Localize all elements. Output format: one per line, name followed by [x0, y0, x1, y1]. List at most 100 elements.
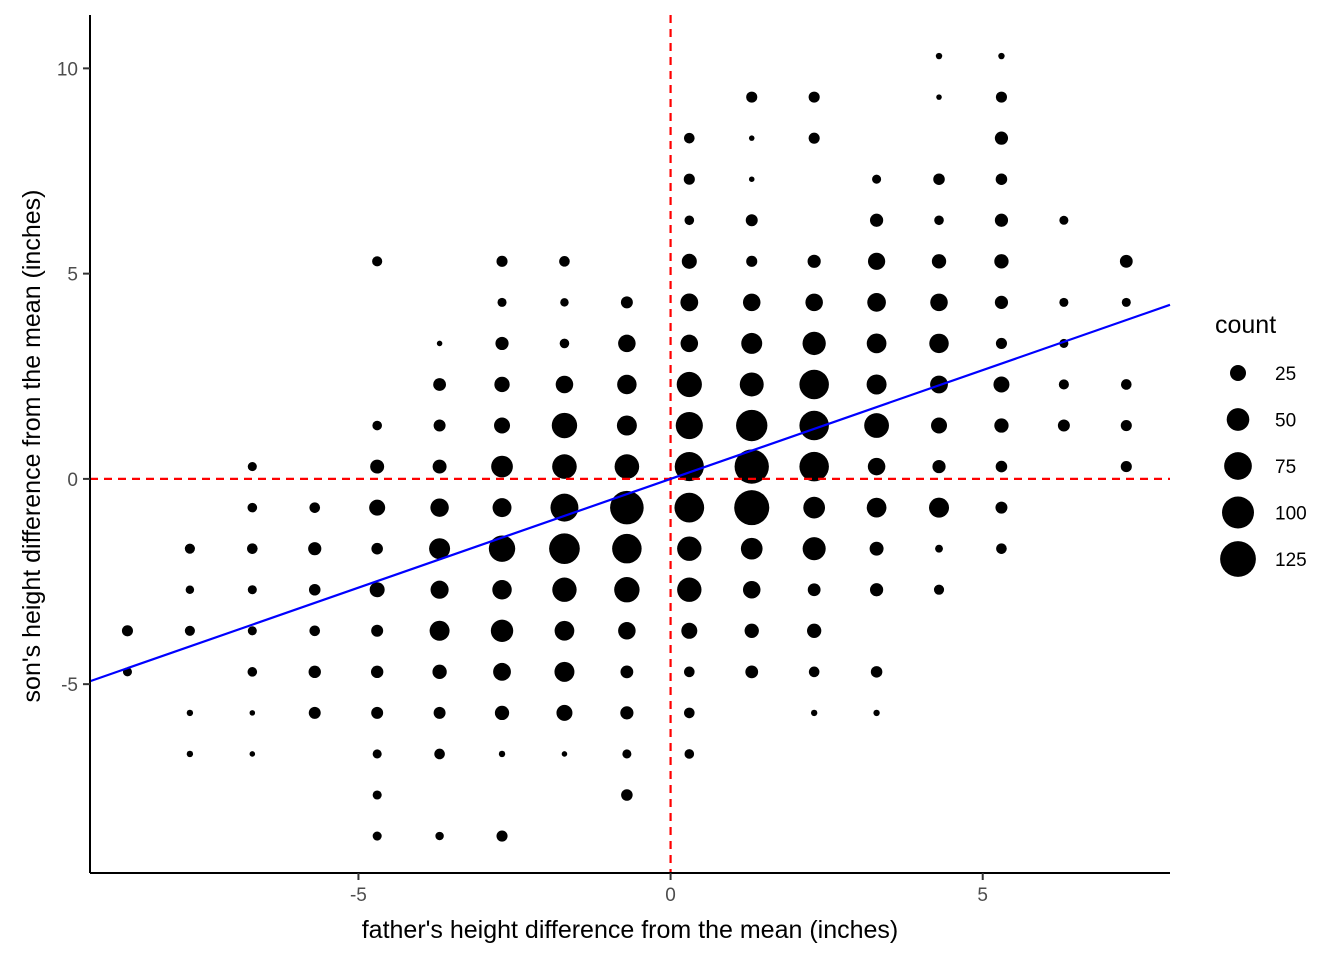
- data-point: [683, 666, 695, 678]
- data-point: [1058, 379, 1069, 390]
- data-point: [935, 52, 943, 60]
- data-point: [742, 293, 761, 312]
- data-point: [559, 256, 570, 267]
- data-point: [610, 490, 644, 525]
- data-point: [308, 583, 321, 596]
- data-point: [614, 454, 640, 479]
- data-point: [561, 751, 568, 757]
- data-point: [799, 369, 829, 400]
- data-point: [247, 667, 258, 677]
- data-point: [249, 751, 256, 757]
- data-point: [808, 132, 820, 144]
- data-point: [748, 176, 755, 182]
- data-point: [247, 462, 257, 472]
- data-point: [620, 296, 633, 309]
- data-point: [734, 449, 769, 484]
- data-point: [995, 173, 1008, 185]
- y-tick-label: 5: [67, 265, 78, 286]
- data-point: [872, 174, 882, 184]
- data-point: [866, 497, 887, 518]
- data-point: [1059, 297, 1069, 307]
- data-point: [741, 332, 763, 354]
- data-point: [308, 706, 321, 719]
- data-point: [496, 255, 508, 267]
- data-point: [247, 502, 258, 513]
- data-point: [675, 411, 703, 440]
- data-point: [560, 298, 569, 307]
- data-point: [996, 543, 1007, 554]
- data-point: [618, 334, 636, 353]
- data-point: [683, 132, 695, 144]
- x-tick-label: 0: [665, 885, 676, 906]
- data-point: [185, 585, 195, 594]
- data-point: [867, 252, 886, 270]
- data-point: [869, 541, 884, 556]
- data-point: [802, 537, 826, 561]
- data-point: [864, 413, 889, 438]
- data-point: [684, 749, 695, 759]
- data-point: [551, 412, 578, 439]
- data-point: [247, 626, 257, 636]
- y-tick-label: 10: [57, 59, 78, 80]
- data-point: [683, 173, 695, 185]
- legend-key-label: 75: [1275, 457, 1296, 478]
- data-point: [1057, 419, 1070, 432]
- data-point: [734, 490, 770, 526]
- data-point: [936, 94, 942, 100]
- data-point: [494, 705, 510, 721]
- data-point: [369, 499, 386, 516]
- y-axis-title: son's height difference from the mean (i…: [18, 190, 46, 703]
- data-point: [495, 336, 509, 351]
- data-point: [745, 214, 758, 227]
- data-point: [746, 255, 758, 267]
- data-point: [935, 544, 943, 553]
- data-point: [491, 455, 513, 478]
- data-point: [433, 706, 446, 719]
- data-point: [493, 662, 511, 681]
- data-point: [998, 52, 1005, 60]
- data-point: [932, 459, 946, 474]
- data-point: [931, 254, 947, 269]
- x-tick-label: 5: [977, 885, 988, 906]
- data-point: [616, 415, 637, 436]
- data-point: [184, 625, 195, 636]
- data-point: [247, 585, 257, 595]
- data-point: [496, 830, 508, 842]
- legend-key-circle: [1224, 452, 1252, 480]
- data-point: [370, 665, 384, 679]
- data-point: [430, 498, 449, 517]
- data-point: [612, 533, 642, 564]
- data-point: [810, 709, 818, 717]
- data-point: [620, 706, 634, 720]
- legend-key-circle: [1222, 496, 1254, 529]
- data-point: [121, 625, 133, 637]
- data-point: [1059, 215, 1069, 225]
- data-point: [929, 497, 950, 518]
- data-point: [808, 91, 820, 103]
- data-point: [934, 215, 944, 226]
- regression-line: [89, 303, 1171, 683]
- axes: -5 0 5 -5 0 5 10: [57, 15, 1170, 906]
- data-point: [933, 173, 945, 185]
- data-point: [436, 340, 443, 347]
- data-point: [432, 664, 447, 679]
- data-point: [186, 750, 194, 758]
- data-point: [995, 337, 1007, 349]
- data-point: [744, 623, 759, 638]
- data-point: [1119, 254, 1133, 268]
- data-point: [247, 543, 258, 554]
- data-point: [309, 502, 321, 513]
- data-point: [494, 376, 510, 393]
- x-axis-title: father's height difference from the mean…: [362, 916, 899, 944]
- data-point: [1120, 461, 1132, 473]
- data-point: [371, 706, 384, 719]
- data-point: [618, 622, 636, 640]
- data-point: [807, 254, 821, 268]
- data-point: [742, 580, 761, 599]
- data-point: [433, 419, 446, 432]
- data-point: [748, 135, 755, 141]
- data-point: [497, 297, 507, 307]
- data-point: [680, 293, 699, 312]
- data-point: [799, 451, 829, 482]
